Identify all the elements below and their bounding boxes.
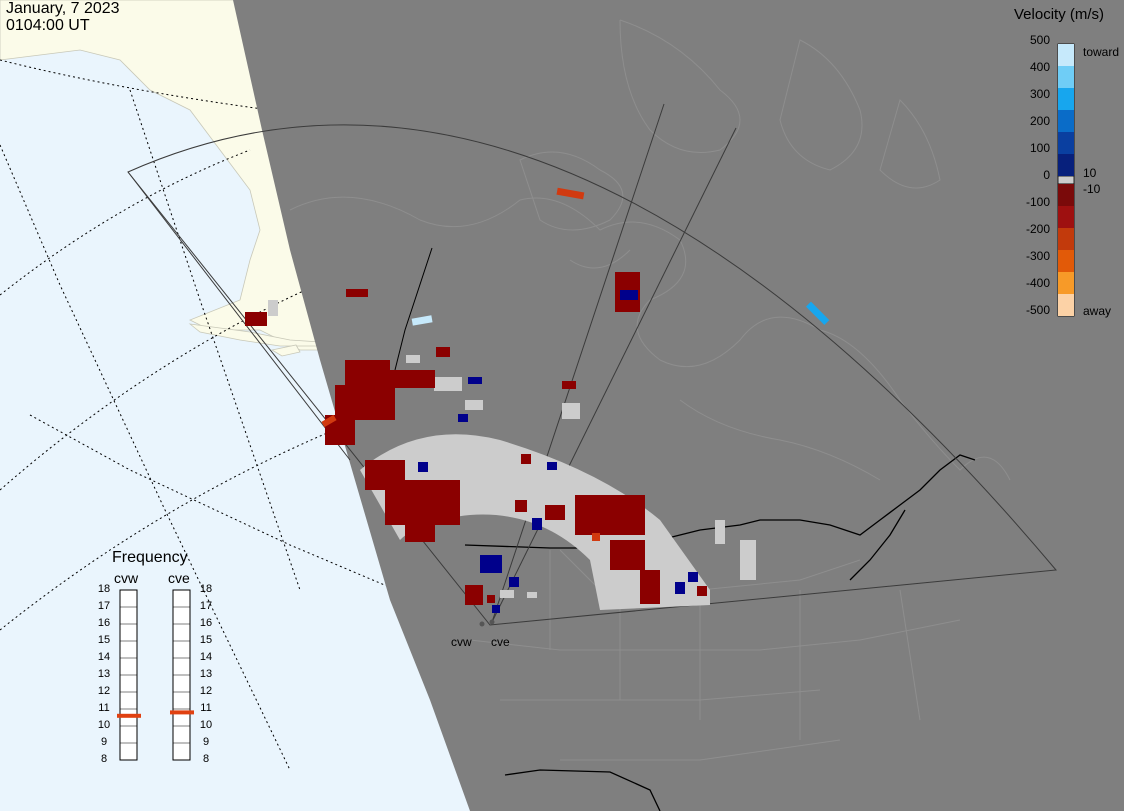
frequency-scale-cvw	[117, 589, 141, 761]
colorbar-tick-label: 200	[1029, 114, 1050, 128]
frequency-tick-right: 9	[202, 736, 210, 748]
colorbar-label-toward: toward	[1083, 45, 1120, 59]
colorbar-label-pos10: 10	[1083, 166, 1097, 180]
colorbar-title: Velocity (m/s)	[1014, 6, 1105, 23]
time-label: 0104:00 UT	[6, 17, 90, 34]
frequency-tick-right: 12	[199, 685, 213, 697]
colorbar-tick-label: -400	[1025, 276, 1050, 290]
colorbar-segment-toward	[1058, 88, 1074, 110]
frequency-tick-left: 11	[98, 702, 110, 714]
frequency-tick-right: 17	[199, 600, 213, 612]
colorbar-segment-away	[1058, 250, 1074, 272]
night-side-shading	[233, 0, 1124, 811]
radar-label-cve: cve	[168, 570, 190, 586]
colorbar-segment-away	[1058, 272, 1074, 294]
frequency-tick-left: 17	[97, 600, 111, 612]
colorbar-tick-label: 0	[1043, 168, 1050, 182]
colorbar-segment-away	[1058, 184, 1074, 206]
frequency-tick-right: 18	[199, 583, 213, 595]
radar-fov	[127, 103, 1057, 626]
colorbar-tick-label: -300	[1025, 249, 1050, 263]
mexico-border	[504, 769, 661, 811]
frequency-tick-right: 8	[202, 753, 210, 765]
frequency-marker-cve	[170, 710, 194, 715]
colorbar-segment-toward	[1058, 154, 1074, 176]
colorbar-segment-toward	[1058, 66, 1074, 88]
kodiak-island	[270, 344, 301, 357]
echo-toward	[411, 290, 830, 613]
canada-us-border-east	[849, 509, 906, 581]
frequency-scale-cve	[170, 589, 194, 761]
velocity-colorbar	[1057, 43, 1075, 317]
site-label-cvw: cvw	[451, 635, 472, 649]
frequency-title: Frequency	[112, 549, 188, 566]
colorbar-tick-label: -500	[1025, 303, 1050, 317]
colorbar-tick-label: -200	[1025, 222, 1050, 236]
frequency-tick-left: 10	[97, 719, 111, 731]
frequency-tick-left: 18	[97, 583, 111, 595]
colorbar-segment-toward	[1058, 132, 1074, 154]
radar-label-cvw: cvw	[114, 570, 139, 586]
colorbar-segment-away	[1058, 294, 1074, 316]
frequency-tick-left: 16	[97, 617, 111, 629]
colorbar-tick-label: 500	[1029, 33, 1050, 47]
frequency-marker-cvw	[117, 713, 141, 718]
colorbar-tick-label: 300	[1029, 87, 1050, 101]
alaska-yukon-border	[394, 247, 433, 371]
colorbar-tick-label: -100	[1025, 195, 1050, 209]
colorbar-segment-away	[1058, 228, 1074, 250]
colorbar-segment-toward	[1058, 44, 1074, 66]
lat-lon-grid	[0, 59, 441, 771]
echo-away-slow	[245, 272, 707, 605]
frequency-tick-right: 11	[200, 702, 212, 714]
frequency-tick-left: 9	[100, 736, 108, 748]
site-label-cve: cve	[491, 635, 510, 649]
colorbar-label-neg10: -10	[1083, 182, 1101, 196]
colorbar-tick-label: 100	[1029, 141, 1050, 155]
frequency-tick-right: 16	[199, 617, 213, 629]
colorbar-segment-toward	[1058, 110, 1074, 132]
site-marker-cvw	[479, 621, 485, 627]
site-marker-cve	[489, 619, 495, 625]
colorbar-segment-away	[1058, 206, 1074, 228]
frequency-tick-left: 13	[97, 668, 111, 680]
colorbar-tick-label: 400	[1029, 60, 1050, 74]
frequency-tick-left: 15	[97, 634, 111, 646]
echo-away-fast	[321, 187, 600, 541]
frequency-tick-left: 12	[97, 685, 111, 697]
frequency-tick-left: 14	[97, 651, 111, 663]
frequency-tick-right: 10	[199, 719, 213, 731]
frequency-tick-right: 13	[199, 668, 213, 680]
frequency-tick-right: 14	[199, 651, 213, 663]
colorbar-label-away: away	[1083, 304, 1112, 318]
frequency-tick-left: 8	[100, 753, 108, 765]
frequency-tick-right: 15	[199, 634, 213, 646]
date-label: January, 7 2023	[6, 0, 120, 17]
